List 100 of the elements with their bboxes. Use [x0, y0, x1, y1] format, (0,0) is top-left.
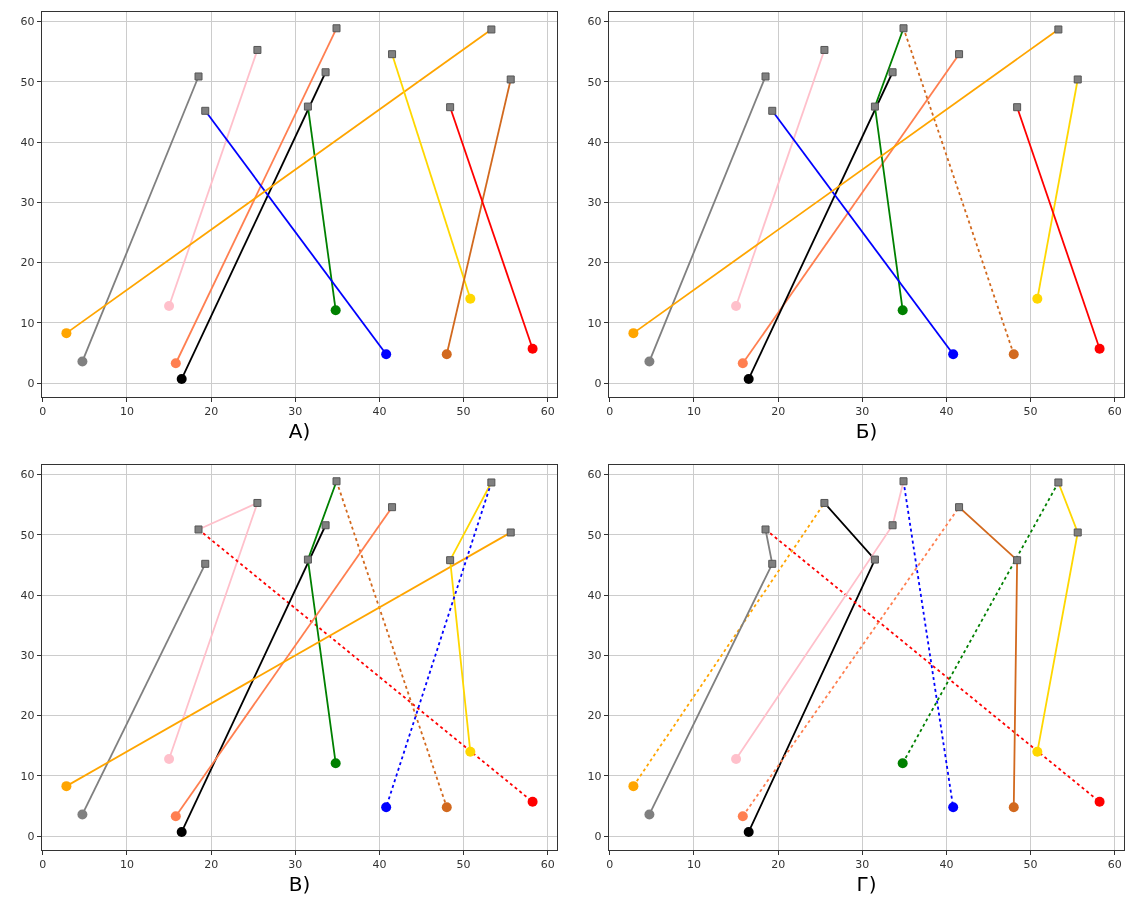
x-tick-label: 30 [855, 405, 870, 419]
y-tick-label: 0 [594, 376, 602, 390]
x-tick-label: 30 [855, 858, 870, 872]
point [446, 556, 455, 565]
x-tick-label: 20 [204, 405, 219, 419]
point [253, 498, 262, 507]
point [1008, 802, 1019, 813]
y-tick-label: 60 [587, 15, 602, 29]
point [1032, 293, 1043, 304]
point [201, 559, 210, 568]
x-axis-title: В) [288, 871, 311, 896]
x-axis-title: Г) [856, 871, 877, 896]
point [955, 503, 964, 512]
x-tick-label: 60 [540, 405, 555, 419]
x-tick-label: 10 [119, 405, 134, 419]
point [527, 343, 538, 354]
point [731, 301, 742, 312]
point [955, 50, 964, 59]
x-tick-label: 10 [119, 858, 134, 872]
x-tick-label: 40 [372, 405, 387, 419]
point [441, 349, 452, 360]
x-tick-label: 0 [39, 858, 47, 872]
point [381, 349, 392, 360]
y-tick-label: 30 [20, 649, 35, 663]
y-tick-label: 10 [587, 316, 602, 330]
y-tick-label: 0 [27, 829, 35, 843]
point [743, 826, 754, 837]
point [743, 373, 754, 384]
point [897, 758, 908, 769]
x-tick-label: 20 [771, 405, 786, 419]
point [506, 528, 515, 537]
y-tick-label: 40 [20, 588, 35, 602]
y-tick-label: 0 [594, 829, 602, 843]
y-tick-label: 10 [587, 769, 602, 783]
point [194, 72, 203, 81]
point [465, 293, 476, 304]
point [899, 24, 908, 33]
y-tick-label: 10 [20, 769, 35, 783]
point [1008, 349, 1019, 360]
point [487, 25, 496, 34]
y-tick-label: 50 [20, 75, 35, 89]
point [628, 781, 639, 792]
y-tick-label: 30 [20, 196, 35, 210]
x-tick-label: 10 [686, 405, 701, 419]
point [176, 826, 187, 837]
point [388, 50, 397, 59]
x-tick-label: 60 [1107, 858, 1122, 872]
x-tick-label: 30 [288, 405, 303, 419]
y-tick-label: 50 [587, 75, 602, 89]
x-tick-label: 0 [606, 858, 614, 872]
point [948, 802, 959, 813]
point [487, 478, 496, 487]
point [170, 358, 181, 369]
point [332, 477, 341, 486]
point [446, 103, 455, 112]
x-tick-label: 40 [939, 858, 954, 872]
point [330, 305, 341, 316]
y-tick-label: 60 [587, 468, 602, 482]
point [1073, 528, 1082, 537]
y-tick-label: 20 [587, 256, 602, 270]
x-axis-title: Б) [855, 418, 878, 443]
point [1094, 343, 1105, 354]
x-tick-label: 50 [456, 858, 471, 872]
x-axis-title: А) [288, 418, 311, 443]
x-tick-label: 50 [1023, 405, 1038, 419]
point [1013, 103, 1022, 112]
point [1013, 556, 1022, 565]
point [170, 811, 181, 822]
point [303, 102, 312, 111]
point [61, 781, 72, 792]
point [321, 68, 330, 77]
point [1094, 796, 1105, 807]
point [768, 559, 777, 568]
point [731, 754, 742, 765]
x-tick-label: 0 [39, 405, 47, 419]
y-tick-label: 10 [20, 316, 35, 330]
y-tick-label: 0 [27, 376, 35, 390]
y-tick-label: 60 [20, 468, 35, 482]
point [194, 525, 203, 534]
y-tick-label: 30 [587, 196, 602, 210]
point [330, 758, 341, 769]
point [321, 521, 330, 530]
point [332, 24, 341, 33]
point [897, 305, 908, 316]
point [888, 68, 897, 77]
point [1032, 746, 1043, 757]
y-tick-label: 20 [20, 709, 35, 723]
point [870, 102, 879, 111]
point [176, 373, 187, 384]
point [761, 525, 770, 534]
x-tick-label: 50 [1023, 858, 1038, 872]
point [888, 521, 897, 530]
point [441, 802, 452, 813]
x-tick-label: 10 [686, 858, 701, 872]
point [737, 811, 748, 822]
point [870, 555, 879, 564]
point [388, 503, 397, 512]
x-tick-label: 60 [1107, 405, 1122, 419]
point [768, 106, 777, 115]
y-tick-label: 40 [20, 135, 35, 149]
